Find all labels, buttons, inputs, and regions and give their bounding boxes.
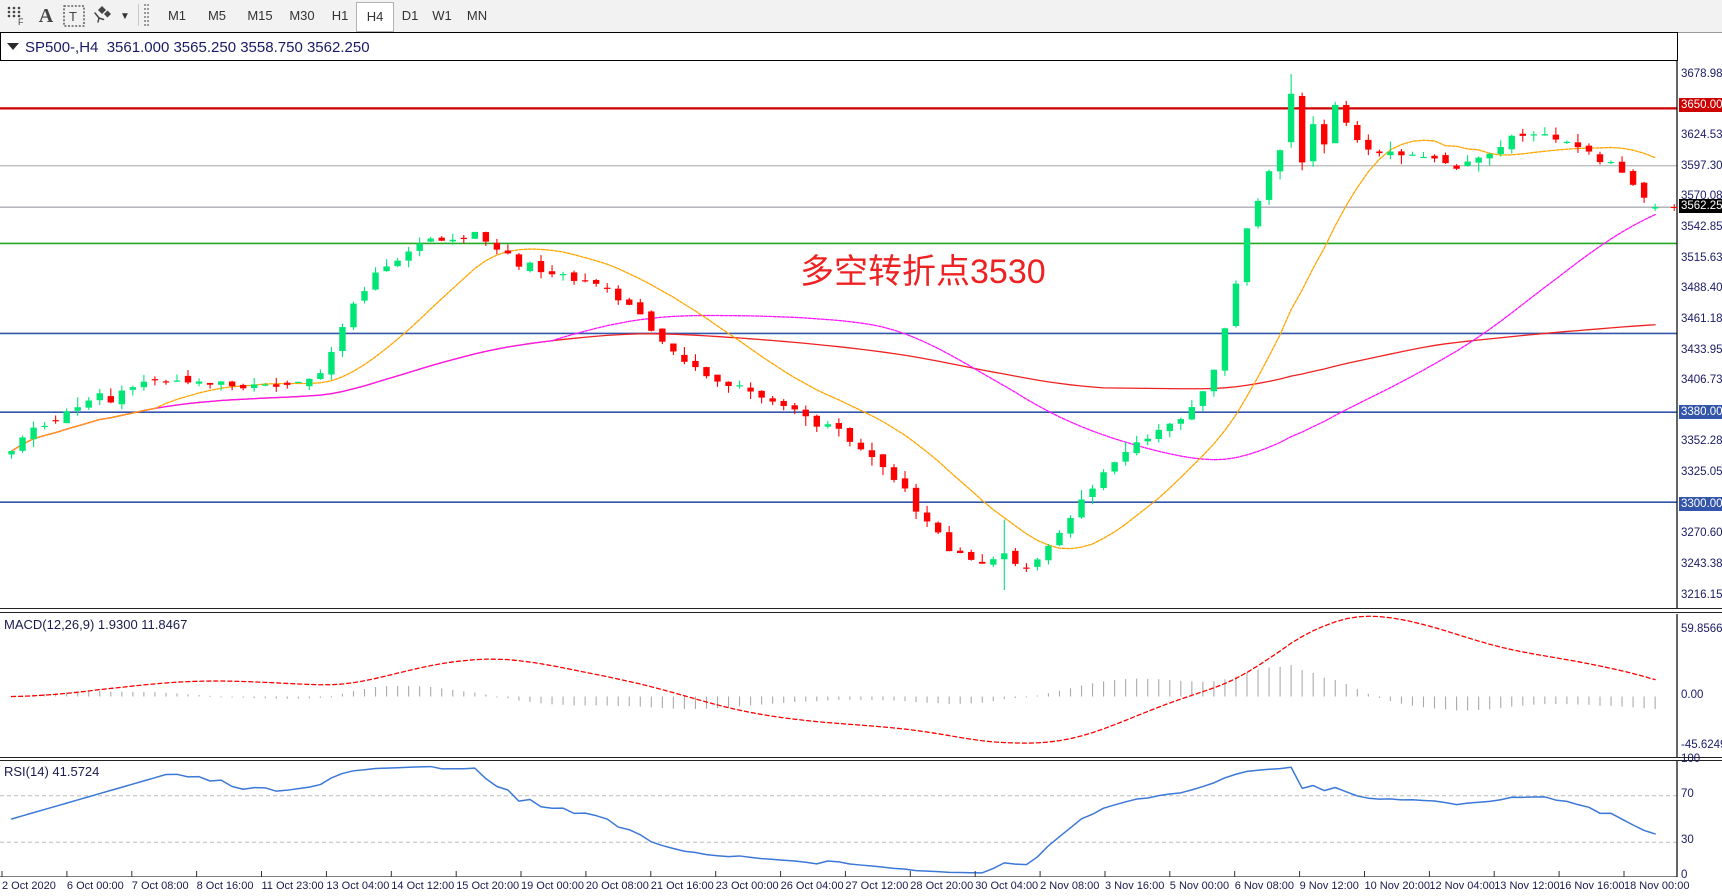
svg-text:T: T	[69, 9, 77, 24]
svg-text:+: +	[1670, 199, 1678, 215]
svg-text:F: F	[18, 17, 24, 26]
svg-text:多空转折点3530: 多空转折点3530	[800, 253, 1046, 291]
